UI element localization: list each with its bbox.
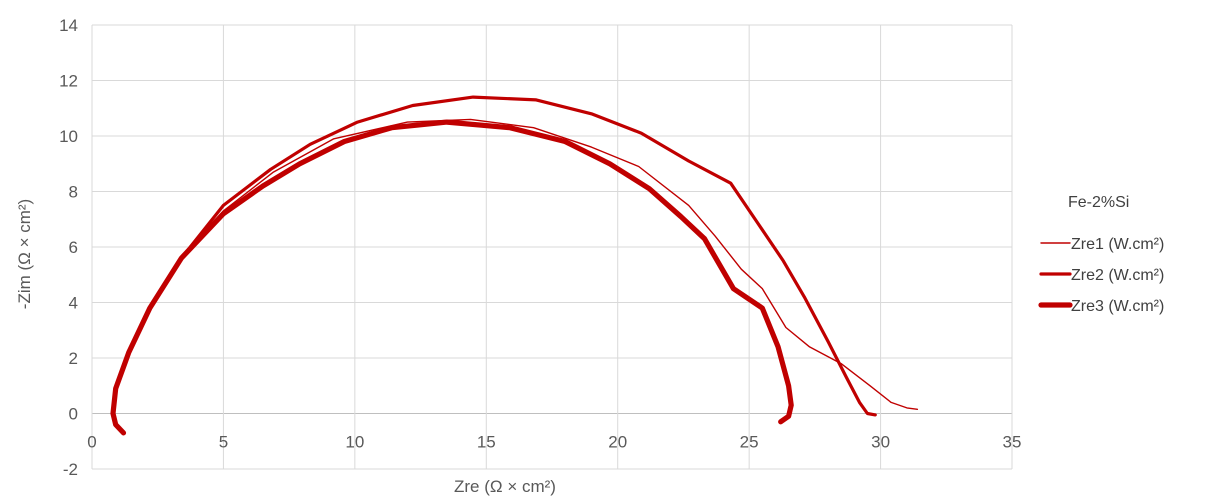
series-line-2 bbox=[111, 95, 877, 417]
y-tick-label: 10 bbox=[59, 127, 78, 146]
series-line-3 bbox=[110, 119, 794, 436]
y-axis-ticks: -2 0 2 4 6 8 10 12 14 bbox=[59, 16, 78, 479]
y-tick-label: 2 bbox=[69, 349, 78, 368]
x-tick-label: 15 bbox=[477, 433, 496, 452]
x-tick-label: 10 bbox=[345, 433, 364, 452]
legend-label-2: Zre2 (W.cm²) bbox=[1071, 267, 1164, 284]
y-tick-label: 6 bbox=[69, 238, 78, 257]
x-axis-title: Zre (Ω × cm²) bbox=[454, 477, 556, 496]
legend: Fe-2%Si Zre1 (W.cm²) Zre2 (W.cm²) Zre3 (W.… bbox=[1038, 194, 1164, 315]
legend-title: Fe-2%Si bbox=[1068, 194, 1129, 211]
series-line-1 bbox=[112, 118, 919, 415]
x-tick-label: 20 bbox=[608, 433, 627, 452]
y-tick-label: 12 bbox=[59, 72, 78, 91]
x-tick-label: 30 bbox=[871, 433, 890, 452]
y-tick-label: 0 bbox=[69, 405, 78, 424]
x-axis-ticks: 0 5 10 15 20 25 30 35 bbox=[87, 433, 1021, 452]
y-tick-label: 8 bbox=[69, 183, 78, 202]
y-tick-label: 4 bbox=[69, 294, 78, 313]
series-lines bbox=[110, 95, 919, 436]
x-tick-label: 5 bbox=[219, 433, 228, 452]
gridlines bbox=[91, 24, 1013, 470]
x-tick-label: 0 bbox=[87, 433, 96, 452]
x-tick-label: 25 bbox=[740, 433, 759, 452]
y-axis-title: -Zim (Ω × cm²) bbox=[15, 199, 34, 309]
legend-label-3: Zre3 (W.cm²) bbox=[1071, 298, 1164, 315]
y-tick-label: 14 bbox=[59, 16, 78, 35]
x-tick-label: 35 bbox=[1003, 433, 1022, 452]
legend-label-1: Zre1 (W.cm²) bbox=[1071, 236, 1164, 253]
y-tick-label: -2 bbox=[63, 460, 78, 479]
